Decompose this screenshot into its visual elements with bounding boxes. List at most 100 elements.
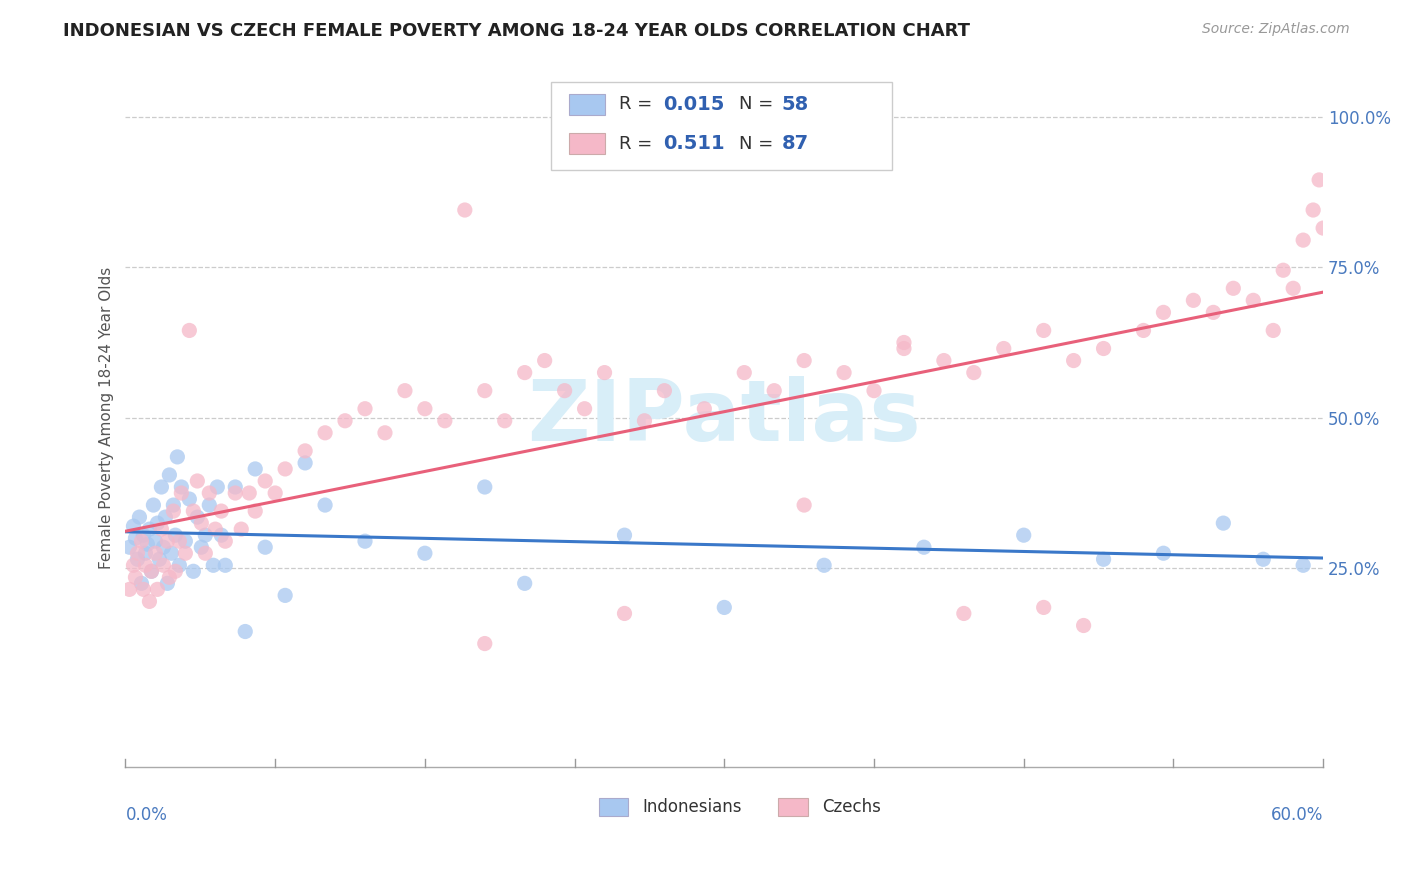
- Point: [654, 384, 676, 398]
- Point: [174, 534, 197, 549]
- Point: [136, 537, 159, 551]
- FancyBboxPatch shape: [599, 798, 628, 816]
- Point: [274, 462, 297, 476]
- Point: [394, 384, 416, 398]
- Point: [433, 414, 456, 428]
- Point: [494, 414, 516, 428]
- Point: [152, 540, 174, 554]
- Point: [179, 491, 201, 506]
- Point: [763, 384, 786, 398]
- Point: [1212, 516, 1234, 530]
- Point: [174, 546, 197, 560]
- Point: [118, 540, 141, 554]
- Point: [474, 480, 496, 494]
- Point: [474, 636, 496, 650]
- Point: [127, 552, 149, 566]
- FancyBboxPatch shape: [778, 798, 808, 816]
- Point: [118, 582, 141, 597]
- Point: [314, 425, 336, 440]
- Point: [134, 558, 156, 573]
- Point: [1032, 323, 1054, 337]
- Text: N =: N =: [738, 95, 779, 113]
- Point: [169, 558, 191, 573]
- Point: [474, 384, 496, 398]
- Point: [150, 522, 173, 536]
- Point: [832, 366, 855, 380]
- Point: [183, 564, 205, 578]
- Point: [893, 335, 915, 350]
- Text: ZIPatlas: ZIPatlas: [527, 376, 921, 459]
- Point: [170, 486, 193, 500]
- Point: [713, 600, 735, 615]
- Point: [1312, 221, 1334, 235]
- Point: [124, 531, 146, 545]
- Point: [122, 519, 145, 533]
- Point: [1152, 305, 1174, 319]
- Point: [183, 504, 205, 518]
- Point: [294, 456, 316, 470]
- Point: [993, 342, 1015, 356]
- Point: [209, 504, 232, 518]
- Point: [1202, 305, 1225, 319]
- Point: [613, 528, 636, 542]
- Point: [513, 366, 536, 380]
- Text: 0.015: 0.015: [664, 95, 724, 114]
- Point: [863, 384, 886, 398]
- Point: [1272, 263, 1295, 277]
- Point: [157, 570, 180, 584]
- Point: [186, 510, 208, 524]
- Point: [157, 467, 180, 482]
- Point: [131, 534, 153, 549]
- Point: [1182, 293, 1205, 308]
- Point: [238, 486, 260, 500]
- Point: [932, 353, 955, 368]
- Point: [166, 450, 188, 464]
- Point: [207, 480, 229, 494]
- Point: [1152, 546, 1174, 560]
- Point: [374, 425, 396, 440]
- Point: [214, 558, 236, 573]
- Point: [141, 564, 163, 578]
- Point: [963, 366, 986, 380]
- Point: [156, 534, 179, 549]
- Point: [231, 522, 253, 536]
- Point: [202, 558, 225, 573]
- Point: [254, 540, 277, 554]
- Point: [194, 528, 217, 542]
- Text: R =: R =: [619, 95, 658, 113]
- Point: [1251, 552, 1274, 566]
- Point: [155, 510, 177, 524]
- Point: [1292, 558, 1315, 573]
- Text: 0.511: 0.511: [664, 134, 725, 153]
- Point: [131, 576, 153, 591]
- Point: [1073, 618, 1095, 632]
- Point: [190, 516, 212, 530]
- Point: [733, 366, 755, 380]
- Point: [198, 498, 221, 512]
- Point: [613, 607, 636, 621]
- Point: [142, 498, 165, 512]
- Point: [224, 480, 246, 494]
- Point: [1292, 233, 1315, 247]
- Point: [214, 534, 236, 549]
- Point: [132, 582, 155, 597]
- Point: [152, 558, 174, 573]
- Point: [254, 474, 277, 488]
- Point: [793, 498, 815, 512]
- Point: [633, 414, 655, 428]
- Y-axis label: Female Poverty Among 18-24 Year Olds: Female Poverty Among 18-24 Year Olds: [100, 267, 114, 569]
- Text: 58: 58: [782, 95, 808, 114]
- Point: [912, 540, 935, 554]
- Point: [413, 401, 436, 416]
- Point: [1063, 353, 1085, 368]
- Point: [190, 540, 212, 554]
- Point: [1308, 173, 1330, 187]
- Point: [1012, 528, 1035, 542]
- Point: [169, 534, 191, 549]
- Point: [134, 546, 156, 560]
- Point: [1282, 281, 1305, 295]
- Text: R =: R =: [619, 135, 658, 153]
- Text: 87: 87: [782, 134, 808, 153]
- Point: [141, 564, 163, 578]
- FancyBboxPatch shape: [568, 94, 605, 115]
